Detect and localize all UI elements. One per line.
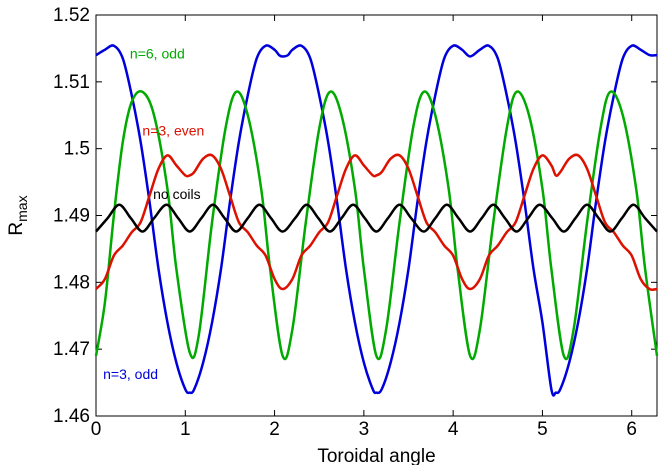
series-line-n-3-odd bbox=[95, 44, 658, 397]
x-tick-label: 3 bbox=[359, 419, 370, 440]
y-axis-label-sub: max bbox=[14, 195, 30, 221]
annotation-no-coils: no coils bbox=[153, 186, 200, 202]
series-line-n-3-even bbox=[95, 153, 658, 292]
annotation-n-6-odd: n=6, odd bbox=[130, 45, 185, 61]
x-tick-label: 6 bbox=[626, 419, 637, 440]
y-tick-label: 1.52 bbox=[53, 5, 90, 26]
annotation-n-3-even: n=3, even bbox=[142, 122, 204, 138]
annotation-layer: n=6, odd n=3, even no coils n=3, odd bbox=[103, 45, 204, 382]
y-tick-label: 1.5 bbox=[64, 139, 90, 160]
y-tick-label: 1.48 bbox=[53, 272, 90, 293]
x-tick-label: 2 bbox=[269, 419, 280, 440]
y-axis-label: Rmax bbox=[6, 195, 30, 235]
x-tick-label: 1 bbox=[180, 419, 191, 440]
series-layer bbox=[94, 44, 659, 397]
annotation-n-3-odd: n=3, odd bbox=[103, 366, 158, 382]
x-tick-label: 0 bbox=[91, 419, 102, 440]
x-axis-label: Toroidal angle bbox=[317, 446, 435, 465]
x-tick-label: 5 bbox=[537, 419, 548, 440]
axis-ticks: 0 1 2 3 4 5 6 1.46 1.47 1.48 1.49 1.5 1.51 1.52 bbox=[53, 5, 657, 440]
x-tick-label: 4 bbox=[448, 419, 459, 440]
y-axis-label-main: R bbox=[6, 222, 27, 236]
series-line-no-coils bbox=[95, 203, 658, 233]
y-tick-label: 1.51 bbox=[53, 72, 90, 93]
series-line-n-6-odd bbox=[94, 90, 659, 361]
y-tick-label: 1.49 bbox=[53, 206, 90, 227]
y-tick-label: 1.47 bbox=[53, 339, 90, 360]
y-tick-label: 1.46 bbox=[53, 406, 90, 427]
